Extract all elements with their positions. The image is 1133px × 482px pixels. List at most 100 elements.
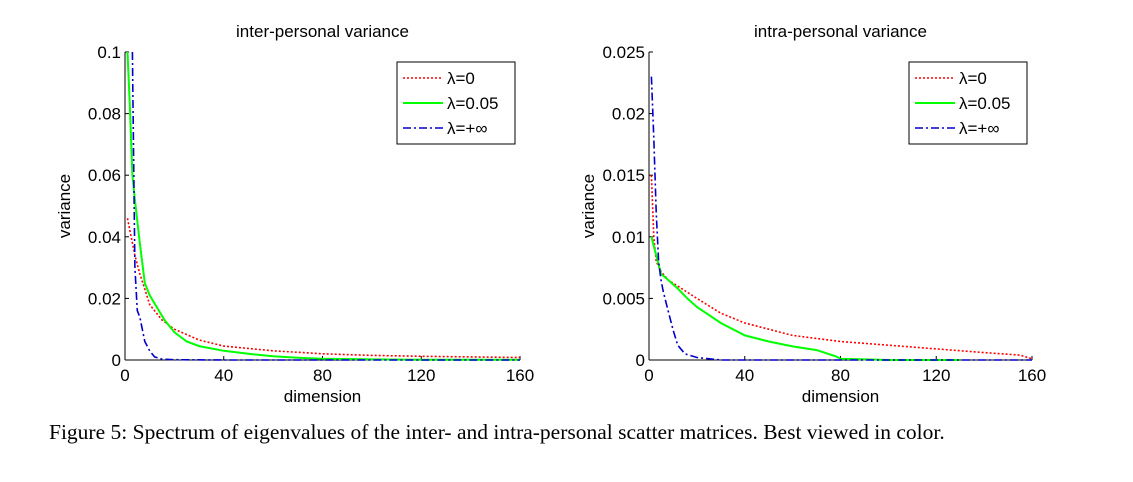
data-point [223, 359, 225, 361]
data-point [144, 341, 146, 343]
chart-title: intra-personal variance [754, 22, 927, 41]
data-point [959, 359, 961, 361]
data-point [174, 359, 176, 361]
legend: λ=0 λ=0.05 λ=+∞ [396, 61, 516, 145]
data-point [792, 346, 794, 348]
data-point [687, 298, 689, 300]
data-point [139, 273, 141, 275]
x-tick-label: 40 [214, 366, 233, 385]
data-point [134, 267, 136, 269]
data-point [720, 312, 722, 314]
data-point [519, 359, 521, 361]
data-point [129, 230, 131, 232]
data-point [720, 322, 722, 324]
y-axis-label: variance [55, 174, 74, 238]
data-point [744, 335, 746, 337]
data-point [677, 344, 679, 346]
series-line-2 [650, 236, 961, 361]
figure: inter-personal variance 0 40 80 120 160 0 0.02 0… [55, 22, 1046, 406]
data-point [161, 358, 163, 360]
y-tick-label: 0.005 [602, 289, 645, 308]
data-point [696, 298, 698, 300]
y-tick-label: 0.06 [88, 166, 121, 185]
data-point [655, 211, 657, 213]
data-point [696, 357, 698, 359]
data-point [420, 356, 422, 358]
data-point [768, 341, 770, 343]
data-point [139, 242, 141, 244]
data-point [139, 316, 141, 318]
data-point [198, 345, 200, 347]
legend-label: λ=+∞ [447, 119, 487, 138]
y-tick-label: 0.08 [88, 105, 121, 124]
data-point [655, 254, 657, 256]
data-point [127, 51, 129, 53]
series-line-1 [126, 218, 521, 359]
x-tick-label: 0 [644, 366, 653, 385]
data-point [132, 51, 134, 53]
data-point [223, 350, 225, 352]
data-point [272, 350, 274, 352]
legend-label: λ=+∞ [959, 119, 999, 138]
legend-label: λ=0.05 [959, 94, 1011, 113]
data-point [687, 291, 689, 293]
x-axis-label: dimension [284, 387, 362, 406]
data-point [653, 137, 655, 139]
data-point [149, 304, 151, 306]
y-tick-label: 0.01 [612, 228, 645, 247]
data-point [663, 291, 665, 293]
data-point [1031, 359, 1033, 361]
x-tick-label: 120 [922, 366, 950, 385]
y-tick-label: 0.04 [88, 228, 121, 247]
y-axis-label: variance [579, 174, 598, 238]
data-point [248, 353, 250, 355]
data-point [129, 107, 131, 109]
data-point [174, 331, 176, 333]
data-point [371, 359, 373, 361]
y-tick-label: 0 [112, 351, 121, 370]
data-point [816, 349, 818, 351]
series-line-3 [650, 76, 1032, 361]
data-point [186, 341, 188, 343]
data-point [149, 295, 151, 297]
data-point [672, 328, 674, 330]
data-point [792, 335, 794, 337]
x-tick-label: 40 [735, 366, 754, 385]
x-axis-label: dimension [802, 387, 880, 406]
data-point [144, 282, 146, 284]
data-point [651, 174, 653, 176]
legend-label: λ=0 [959, 69, 987, 88]
data-point [132, 174, 134, 176]
data-point [519, 357, 521, 359]
chart-panel-2: intra-personal variance 0 40 80 120 160 0 0.005… [579, 22, 1046, 406]
y-tick-label: 0 [636, 351, 645, 370]
data-point [651, 236, 653, 238]
data-point [137, 310, 139, 312]
figure-caption: Figure 5: Spectrum of eigenvalues of the… [49, 420, 945, 444]
data-point [144, 288, 146, 290]
series-line-1 [650, 175, 1033, 360]
series-line-2 [126, 51, 520, 361]
data-point [651, 76, 653, 78]
data-point [744, 322, 746, 324]
x-tick-label: 80 [831, 366, 850, 385]
data-point [322, 353, 324, 355]
chart-title: inter-personal variance [236, 22, 409, 41]
y-tick-label: 0.02 [612, 105, 645, 124]
data-point [888, 344, 890, 346]
data-point [223, 345, 225, 347]
data-point [154, 356, 156, 358]
data-point [141, 328, 143, 330]
data-point [667, 310, 669, 312]
x-tick-label: 160 [1018, 366, 1046, 385]
data-point [677, 288, 679, 290]
data-point [272, 356, 274, 358]
data-point [470, 356, 472, 358]
x-tick-label: 80 [313, 366, 332, 385]
y-tick-label: 0.015 [602, 166, 645, 185]
data-point [653, 236, 655, 238]
data-point [658, 261, 660, 263]
legend-label: λ=0.05 [447, 94, 499, 113]
legend-label: λ=0 [447, 69, 475, 88]
chart-panel-1: inter-personal variance 0 40 80 120 160 0 0.02 0… [55, 22, 534, 406]
